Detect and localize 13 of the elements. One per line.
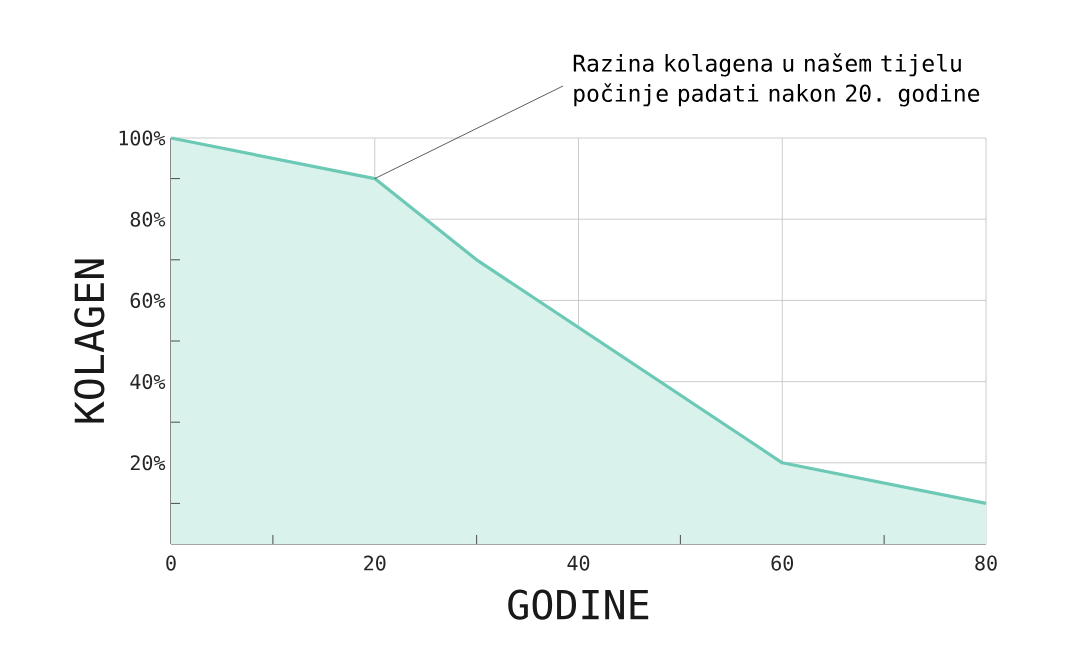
x-axis-title: GODINE (508, 589, 649, 620)
y-tick-label: 40% (130, 374, 166, 390)
x-tick-label: 40 (567, 555, 590, 571)
annotation: Razina kolagena u našem tijelu počinje padati nakon 20. godine (573, 53, 980, 107)
y-tick-label: 20% (130, 455, 166, 471)
x-tick-label: 80 (975, 555, 997, 571)
y-tick-label: 60% (130, 292, 166, 308)
x-tick-label: 20 (364, 555, 386, 571)
y-tick-label: 100% (119, 130, 166, 146)
y-axis-title: KOLAGEN (74, 259, 105, 423)
y-tick-label: 80% (130, 211, 166, 227)
x-tick-label: 0 (166, 555, 176, 571)
x-tick-label: 60 (771, 555, 794, 571)
